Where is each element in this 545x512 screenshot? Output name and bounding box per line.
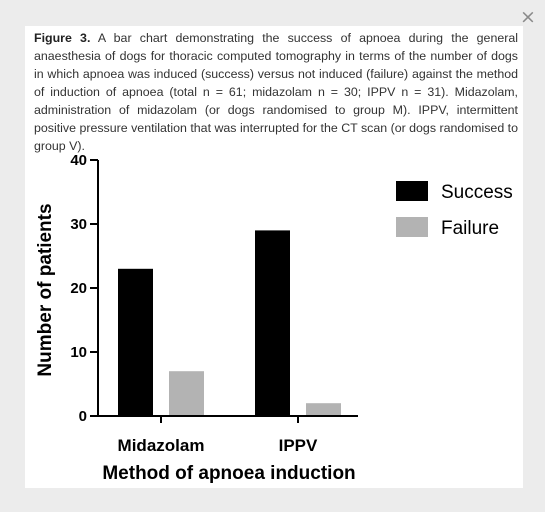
figure-label: Figure 3.	[34, 31, 91, 45]
legend-swatch-failure	[396, 217, 428, 237]
y-tick-label: 40	[70, 152, 87, 169]
legend: Success Failure	[396, 181, 513, 239]
caption-text: A bar chart demonstrating the success of…	[34, 31, 519, 153]
legend-swatch-success	[396, 181, 428, 201]
bar-success-ippv	[255, 230, 290, 416]
figure-caption: Figure 3. A bar chart demonstrating the …	[34, 29, 518, 155]
y-tick-label: 30	[70, 216, 87, 233]
y-axis-title: Number of patients	[35, 203, 56, 376]
bar-failure-midazolam	[169, 371, 204, 416]
bar-failure-ippv	[306, 403, 341, 416]
bars-group	[118, 230, 341, 416]
x-tick-label: Midazolam	[118, 436, 205, 455]
x-axis-title: Method of apnoea induction	[102, 463, 355, 484]
close-icon[interactable]: ×	[520, 6, 536, 28]
x-tick-label: IPPV	[279, 436, 318, 455]
axes-group: Midazolam IPPV 0 10 20 30 40	[70, 152, 358, 455]
y-tick-label: 10	[70, 344, 87, 361]
legend-label-failure: Failure	[441, 218, 499, 239]
bar-success-midazolam	[118, 268, 153, 416]
y-tick-label: 20	[70, 280, 87, 297]
legend-label-success: Success	[441, 182, 513, 203]
y-tick-label: 0	[79, 408, 87, 425]
